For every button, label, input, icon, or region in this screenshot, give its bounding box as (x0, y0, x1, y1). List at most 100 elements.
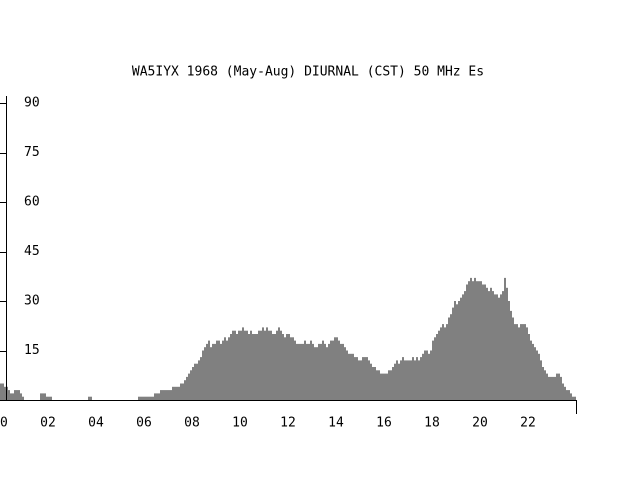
bar (394, 363, 396, 400)
bar (428, 353, 430, 400)
bar (412, 357, 414, 400)
bar (172, 386, 174, 400)
bar (480, 281, 482, 400)
bar (206, 343, 208, 400)
y-tick-label: 30 (24, 294, 40, 309)
bar (362, 357, 364, 400)
x-tick-label: 00 (0, 416, 8, 431)
bar (406, 360, 408, 400)
bar (452, 307, 454, 400)
bar (306, 343, 308, 400)
bar (178, 386, 180, 400)
bar (218, 340, 220, 400)
x-tick-label: 12 (280, 416, 296, 431)
bar (196, 363, 198, 400)
bar (40, 393, 42, 400)
bar (438, 330, 440, 400)
bar (470, 277, 472, 400)
bar (400, 360, 402, 400)
x-tick-label: 04 (88, 416, 104, 431)
bar (374, 367, 376, 400)
bar (186, 376, 188, 400)
bar (404, 360, 406, 400)
bar (520, 324, 522, 400)
bar (418, 360, 420, 400)
bar (372, 367, 374, 400)
bar (286, 334, 288, 400)
x-tick-label: 16 (376, 416, 392, 431)
bar (330, 340, 332, 400)
x-tick-label: 18 (424, 416, 440, 431)
bar (506, 287, 508, 400)
bar (46, 396, 48, 400)
bar (512, 317, 514, 400)
bar (304, 340, 306, 400)
bar (296, 343, 298, 400)
bar (158, 393, 160, 400)
bar (234, 330, 236, 400)
bar (270, 330, 272, 400)
bar (44, 393, 46, 400)
x-tick-label: 02 (40, 416, 56, 431)
bar (398, 363, 400, 400)
bar (382, 373, 384, 400)
bar (214, 343, 216, 400)
bar (144, 396, 146, 400)
chart-title: WA5IYX 1968 (May-Aug) DIURNAL (CST) 50 M… (132, 65, 484, 80)
bar (402, 357, 404, 400)
bar (288, 334, 290, 400)
bar (528, 334, 530, 400)
y-tick-label: 15 (24, 343, 40, 358)
bar (182, 383, 184, 400)
bar (228, 337, 230, 400)
bar (50, 396, 52, 400)
bar (454, 301, 456, 400)
bar (500, 294, 502, 400)
bar (256, 334, 258, 400)
bar (48, 396, 50, 400)
bar (204, 347, 206, 400)
bar (538, 353, 540, 400)
bar (184, 380, 186, 400)
bar (534, 347, 536, 400)
bar (264, 330, 266, 400)
bar (530, 340, 532, 400)
bar (208, 340, 210, 400)
bar (436, 334, 438, 400)
bar (166, 390, 168, 400)
bar (8, 390, 10, 400)
bar (188, 373, 190, 400)
bar (302, 343, 304, 400)
bar (572, 396, 574, 400)
bar (546, 373, 548, 400)
bar (200, 357, 202, 400)
bar (142, 396, 144, 400)
bar (380, 373, 382, 400)
bar (498, 297, 500, 400)
bar (518, 327, 520, 400)
bar (426, 350, 428, 400)
x-tick-label: 08 (184, 416, 200, 431)
bar (554, 376, 556, 400)
bar (230, 334, 232, 400)
bar (410, 360, 412, 400)
bar (318, 343, 320, 400)
bar (190, 370, 192, 400)
bar (494, 294, 496, 400)
bar (544, 370, 546, 400)
bar (238, 330, 240, 400)
bar (348, 353, 350, 400)
bar (232, 330, 234, 400)
x-tick-label: 10 (232, 416, 248, 431)
bar (244, 330, 246, 400)
bar (516, 324, 518, 400)
bar (464, 291, 466, 400)
bar (354, 357, 356, 400)
x-tick-label: 06 (136, 416, 152, 431)
bar (474, 277, 476, 400)
bar (170, 390, 172, 400)
bar (282, 334, 284, 400)
bar (2, 383, 4, 400)
bar (90, 396, 92, 400)
bar (564, 386, 566, 400)
